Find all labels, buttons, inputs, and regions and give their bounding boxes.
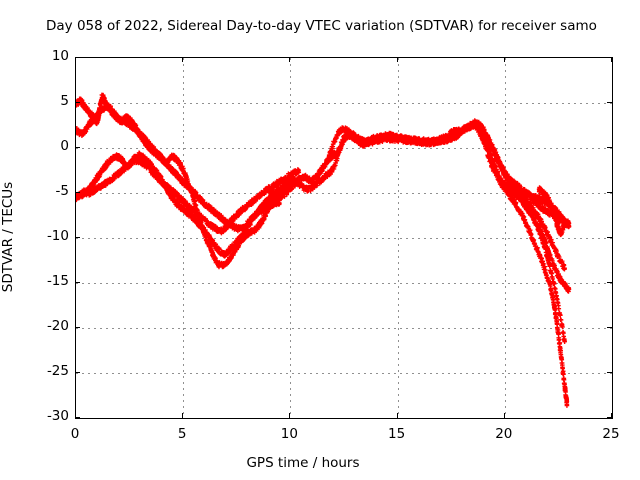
x-tick-mark-top — [289, 57, 290, 62]
y-tick-label-text: 10 — [51, 48, 69, 64]
data-series-layer — [76, 92, 572, 408]
x-tick-mark-top — [75, 57, 76, 62]
x-tick-mark — [289, 413, 290, 418]
plot-inner — [76, 58, 612, 418]
y-tick-label-text: 5 — [60, 93, 69, 109]
x-tick-mark-top — [611, 57, 612, 62]
y-tick-mark — [75, 327, 80, 328]
x-tick-mark — [611, 413, 612, 418]
y-tick-label-text: 0 — [60, 138, 69, 154]
x-tick-label-text: 25 — [602, 426, 620, 442]
chart-title: Day 058 of 2022, Sidereal Day-to-day VTE… — [46, 18, 597, 34]
y-tick-mark — [75, 372, 80, 373]
y-tick-mark — [75, 192, 80, 193]
y-tick-label-text: -25 — [46, 363, 69, 379]
x-tick-label-text: 10 — [280, 426, 298, 442]
x-tick-mark — [182, 413, 183, 418]
y-tick-mark-right — [607, 102, 612, 103]
x-tick-label-text: 0 — [70, 426, 80, 442]
y-tick-mark-right — [607, 192, 612, 193]
x-axis-title: GPS time / hours — [0, 455, 640, 471]
x-tick-label-text: 5 — [177, 426, 187, 442]
y-tick-mark-right — [607, 282, 612, 283]
x-tick-mark — [397, 413, 398, 418]
y-tick-mark — [75, 417, 80, 418]
y-tick-label-text: -20 — [46, 318, 69, 334]
y-tick-label-text: -10 — [46, 228, 69, 244]
y-tick-mark — [75, 237, 80, 238]
y-tick-label-text: -5 — [55, 183, 69, 199]
x-tick-label-text: 15 — [388, 426, 406, 442]
y-tick-mark — [75, 102, 80, 103]
y-tick-mark — [75, 57, 80, 58]
x-tick-mark-top — [504, 57, 505, 62]
y-tick-label-text: -15 — [46, 273, 69, 289]
y-tick-mark-right — [607, 417, 612, 418]
x-axis-title-text: GPS time / hours — [246, 455, 360, 471]
y-axis-title: SDTVAR / TECUs — [0, 181, 16, 293]
y-tick-mark-right — [607, 57, 612, 58]
y-tick-mark-right — [607, 372, 612, 373]
plot-area — [75, 57, 613, 419]
y-tick-mark-right — [607, 237, 612, 238]
x-tick-mark-top — [182, 57, 183, 62]
x-tick-label-text: 20 — [495, 426, 513, 442]
y-tick-label-text: -30 — [46, 408, 69, 424]
y-tick-mark — [75, 282, 80, 283]
y-tick-mark-right — [607, 327, 612, 328]
x-tick-mark — [504, 413, 505, 418]
x-tick-mark-top — [397, 57, 398, 62]
y-tick-mark — [75, 147, 80, 148]
grid-lines — [76, 58, 612, 418]
y-tick-mark-right — [607, 147, 612, 148]
x-tick-mark — [75, 413, 76, 418]
